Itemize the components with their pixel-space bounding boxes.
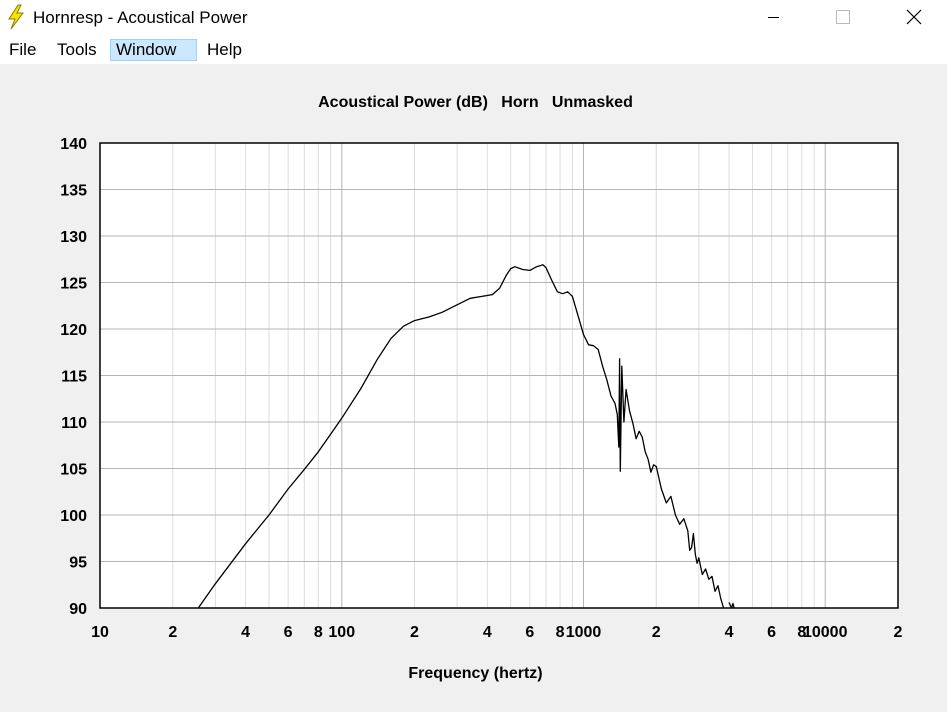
menu-help[interactable]: Help <box>207 40 242 59</box>
x-tick-label: 6 <box>525 624 534 641</box>
y-tick-label: 130 <box>60 229 87 246</box>
y-tick-label: 140 <box>60 136 87 153</box>
minimize-icon <box>768 17 779 18</box>
x-tick-label: 1000 <box>566 624 602 641</box>
x-tick-label: 2 <box>894 624 903 641</box>
x-tick-label: 8 <box>797 624 806 641</box>
minimize-button[interactable] <box>751 0 797 34</box>
y-tick-label: 120 <box>60 322 87 339</box>
menu-bar: File Tools Window Help <box>0 36 951 64</box>
x-axis-label: Frequency (hertz) <box>408 665 543 682</box>
window-title: Hornresp - Acoustical Power <box>33 8 248 27</box>
x-tick-label: 10 <box>91 624 109 641</box>
y-tick-label: 110 <box>61 415 87 432</box>
x-tick-label: 8 <box>556 624 565 641</box>
y-tick-label: 90 <box>69 601 87 618</box>
x-tick-label: 8 <box>314 624 323 641</box>
lightning-icon <box>8 4 24 30</box>
y-tick-label: 105 <box>60 462 87 479</box>
x-tick-label: 4 <box>725 624 734 641</box>
y-tick-label: 95 <box>69 555 87 572</box>
x-tick-label: 6 <box>767 624 776 641</box>
menu-tools[interactable]: Tools <box>57 40 97 59</box>
x-tick-label: 100 <box>328 624 355 641</box>
maximize-icon <box>836 10 850 24</box>
x-tick-label: 2 <box>168 624 177 641</box>
x-tick-label: 2 <box>410 624 419 641</box>
x-tick-label: 2 <box>652 624 661 641</box>
x-tick-label: 4 <box>241 624 250 641</box>
window-edge <box>947 64 951 712</box>
x-tick-label: 6 <box>284 624 293 641</box>
x-tick-label: 4 <box>483 624 492 641</box>
series-line-0 <box>197 264 725 609</box>
y-tick-label: 115 <box>61 369 87 386</box>
title-bar: Hornresp - Acoustical Power <box>0 0 951 36</box>
y-tick-label: 135 <box>60 183 87 200</box>
x-tick-label: 10000 <box>803 624 848 641</box>
close-button[interactable] <box>891 0 937 34</box>
menu-file[interactable]: File <box>9 40 37 59</box>
maximize-button[interactable] <box>820 0 866 34</box>
y-tick-label: 125 <box>60 276 87 293</box>
series-line-1 <box>728 602 735 609</box>
y-tick-label: 100 <box>60 508 87 525</box>
chart-title: Acoustical Power (dB) Horn Unmasked <box>318 94 633 111</box>
close-icon <box>906 9 922 25</box>
plot-frame <box>99 142 899 609</box>
menu-window[interactable]: Window <box>110 39 197 61</box>
